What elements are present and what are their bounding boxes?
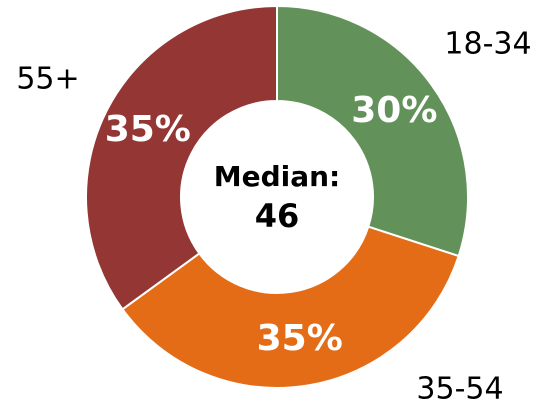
donut-segment	[276, 4, 469, 258]
value-label: 35%	[257, 318, 343, 359]
donut-segment	[121, 225, 460, 389]
value-label: 35%	[105, 109, 191, 150]
category-label: 18-34	[444, 27, 531, 62]
category-label: 55+	[16, 62, 79, 97]
center-label: Median:	[214, 160, 341, 193]
category-label: 35-54	[416, 372, 503, 407]
donut-segment	[85, 4, 278, 311]
center-value: 46	[255, 197, 300, 235]
value-label: 30%	[351, 90, 437, 131]
